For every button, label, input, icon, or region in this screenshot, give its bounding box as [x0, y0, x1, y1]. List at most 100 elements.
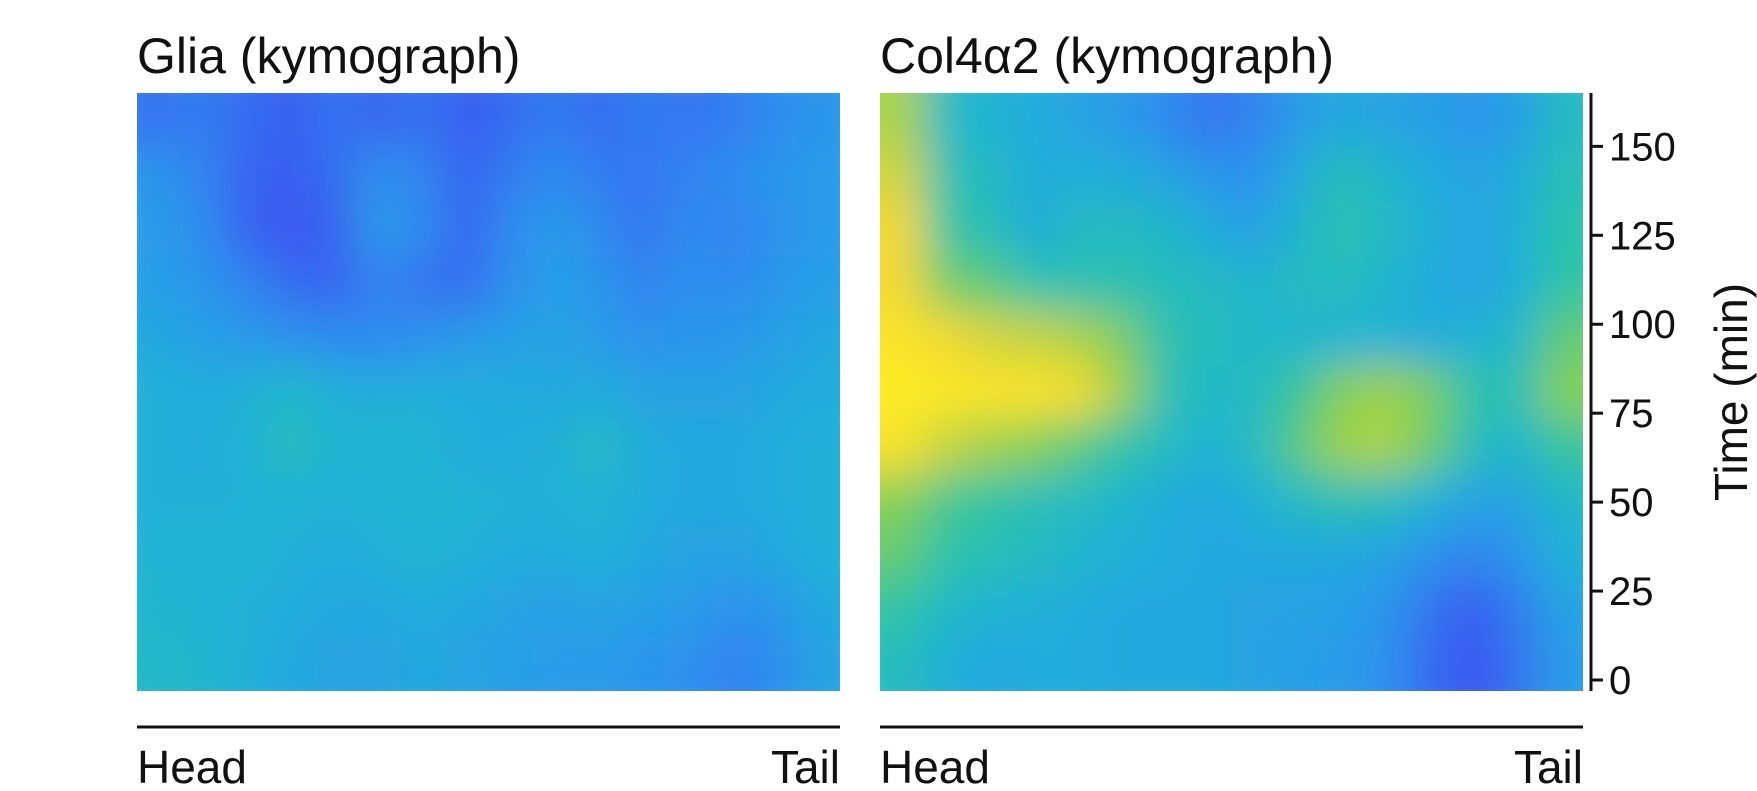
col4a2-heatmap-cell: [1495, 93, 1541, 149]
glia-heatmap-cell: [796, 582, 840, 638]
col4a2-heatmap-cell: [880, 201, 925, 258]
glia-heatmap-cell: [356, 256, 402, 312]
col4a2-heatmap-cell: [923, 93, 969, 149]
col4a2-heatmap-cell: [1451, 636, 1497, 691]
glia-heatmap-cell: [400, 310, 446, 366]
glia-heatmap-cell: [708, 256, 754, 312]
col4a2-heatmap-cell: [1319, 93, 1365, 149]
glia-heatmap-cell: [224, 364, 270, 421]
col4a2-heatmap-cell: [1363, 256, 1409, 312]
col4a2-heatmap-cell: [1363, 364, 1409, 421]
glia-heatmap-cell: [444, 147, 490, 203]
col4a2-heatmap-cell: [1143, 636, 1189, 691]
col4a2-heatmap-cell: [1011, 256, 1057, 312]
col4a2-heatmap-cell: [1231, 582, 1277, 638]
col4a2-heatmap-cell: [1451, 93, 1497, 149]
col4a2-heatmap-cell: [1099, 93, 1145, 149]
col4a2-heatmap-cell: [967, 310, 1013, 366]
glia-heatmap-cell: [180, 201, 226, 258]
col4a2-heatmap-cell: [880, 256, 925, 312]
glia-heatmap-cell: [708, 93, 754, 149]
glia-heatmap-cell: [664, 93, 710, 149]
col4a2-heatmap-cell: [1363, 582, 1409, 638]
glia-heatmap-cell: [137, 582, 182, 638]
glia-heatmap-cell: [137, 310, 182, 366]
col4a2-heatmap-cell: [1055, 473, 1101, 529]
col4a2-heatmap-cell: [1275, 419, 1321, 475]
col4a2-heatmap-cell: [1099, 310, 1145, 366]
col4a2-heatmap-cell: [1187, 93, 1233, 149]
col4a2-heatmap-cell: [880, 582, 925, 638]
col4a2-heatmap-cell: [967, 201, 1013, 258]
glia-heatmap-cell: [444, 527, 490, 584]
col4a2-heatmap-cell: [1407, 364, 1453, 421]
glia-heatmap-cell: [180, 364, 226, 421]
glia-heatmap-cell: [576, 201, 622, 258]
col4a2-heatmap-cell: [967, 93, 1013, 149]
glia-heatmap-cell: [708, 147, 754, 203]
col4a2-heatmap-cell: [1011, 527, 1057, 584]
glia-heatmap-cell: [312, 201, 358, 258]
glia-heatmap-cell: [620, 201, 666, 258]
col4a2-x-start-label: Head: [880, 741, 990, 791]
time-tick-label: 50: [1609, 481, 1654, 525]
glia-heatmap-cell: [180, 147, 226, 203]
glia-heatmap-cell: [356, 473, 402, 529]
col4a2-heatmap-cell: [923, 419, 969, 475]
col4a2-heatmap-cell: [1407, 636, 1453, 691]
glia-heatmap-cell: [708, 582, 754, 638]
glia-heatmap-cell: [664, 473, 710, 529]
col4a2-heatmap-cell: [967, 582, 1013, 638]
glia-heatmap-cell: [400, 582, 446, 638]
col4a2-heatmap-cell: [1495, 256, 1541, 312]
glia-heatmap-cell: [576, 419, 622, 475]
glia-heatmap-cell: [796, 527, 840, 584]
glia-heatmap-cell: [137, 419, 182, 475]
col4a2-heatmap-cell: [1275, 201, 1321, 258]
col4a2-heatmap-cell: [1319, 364, 1365, 421]
col4a2-heatmap-cell: [1495, 147, 1541, 203]
glia-heatmap-cell: [664, 636, 710, 691]
col4a2-heatmap-cell: [1407, 473, 1453, 529]
glia-heatmap-cell: [312, 636, 358, 691]
col4a2-heatmap-cell: [1143, 364, 1189, 421]
col4a2-heatmap-cell: [1407, 93, 1453, 149]
col4a2-heatmap-cell: [1319, 636, 1365, 691]
col4a2-heatmap-cell: [1055, 636, 1101, 691]
glia-heatmap-cell: [620, 419, 666, 475]
glia-heatmap-cell: [752, 419, 798, 475]
glia-panel-title: Glia (kymograph): [137, 28, 520, 84]
glia-heatmap-cell: [444, 473, 490, 529]
col4a2-heatmap-cell: [1363, 473, 1409, 529]
col4a2-heatmap-cell: [1407, 201, 1453, 258]
glia-heatmap-cell: [180, 636, 226, 691]
glia-heatmap-cell: [576, 364, 622, 421]
glia-heatmap-cell: [180, 582, 226, 638]
glia-heatmap-cell: [488, 201, 534, 258]
glia-heatmap-cell: [312, 256, 358, 312]
glia-heatmap-cell: [400, 201, 446, 258]
glia-heatmap-cell: [268, 636, 314, 691]
glia-heatmap-cell: [532, 636, 578, 691]
glia-heatmap-cell: [532, 310, 578, 366]
col4a2-heatmap-cell: [967, 147, 1013, 203]
glia-heatmap-cell: [356, 419, 402, 475]
glia-heatmap-cell: [620, 527, 666, 584]
col4a2-heatmap-cell: [1099, 473, 1145, 529]
col4a2-heatmap-cell: [1451, 201, 1497, 258]
glia-heatmap-cell: [796, 364, 840, 421]
col4a2-heatmap-cell: [1495, 201, 1541, 258]
col4a2-heatmap-cell: [967, 636, 1013, 691]
time-axis-title: Time (min): [1705, 283, 1757, 501]
col4a2-heatmap-cell: [1231, 419, 1277, 475]
col4a2-heatmap-cell: [1187, 147, 1233, 203]
glia-heatmap-cell: [224, 201, 270, 258]
col4a2-x-end-label: Tail: [1514, 741, 1583, 791]
glia-heatmap-cell: [796, 473, 840, 529]
glia-heatmap-cell: [532, 256, 578, 312]
col4a2-heatmap-cell: [1011, 147, 1057, 203]
col4a2-heatmap-cell: [1099, 419, 1145, 475]
col4a2-heatmap-cell: [1011, 582, 1057, 638]
glia-heatmap-cell: [532, 582, 578, 638]
col4a2-heatmap-cell: [1539, 364, 1583, 421]
